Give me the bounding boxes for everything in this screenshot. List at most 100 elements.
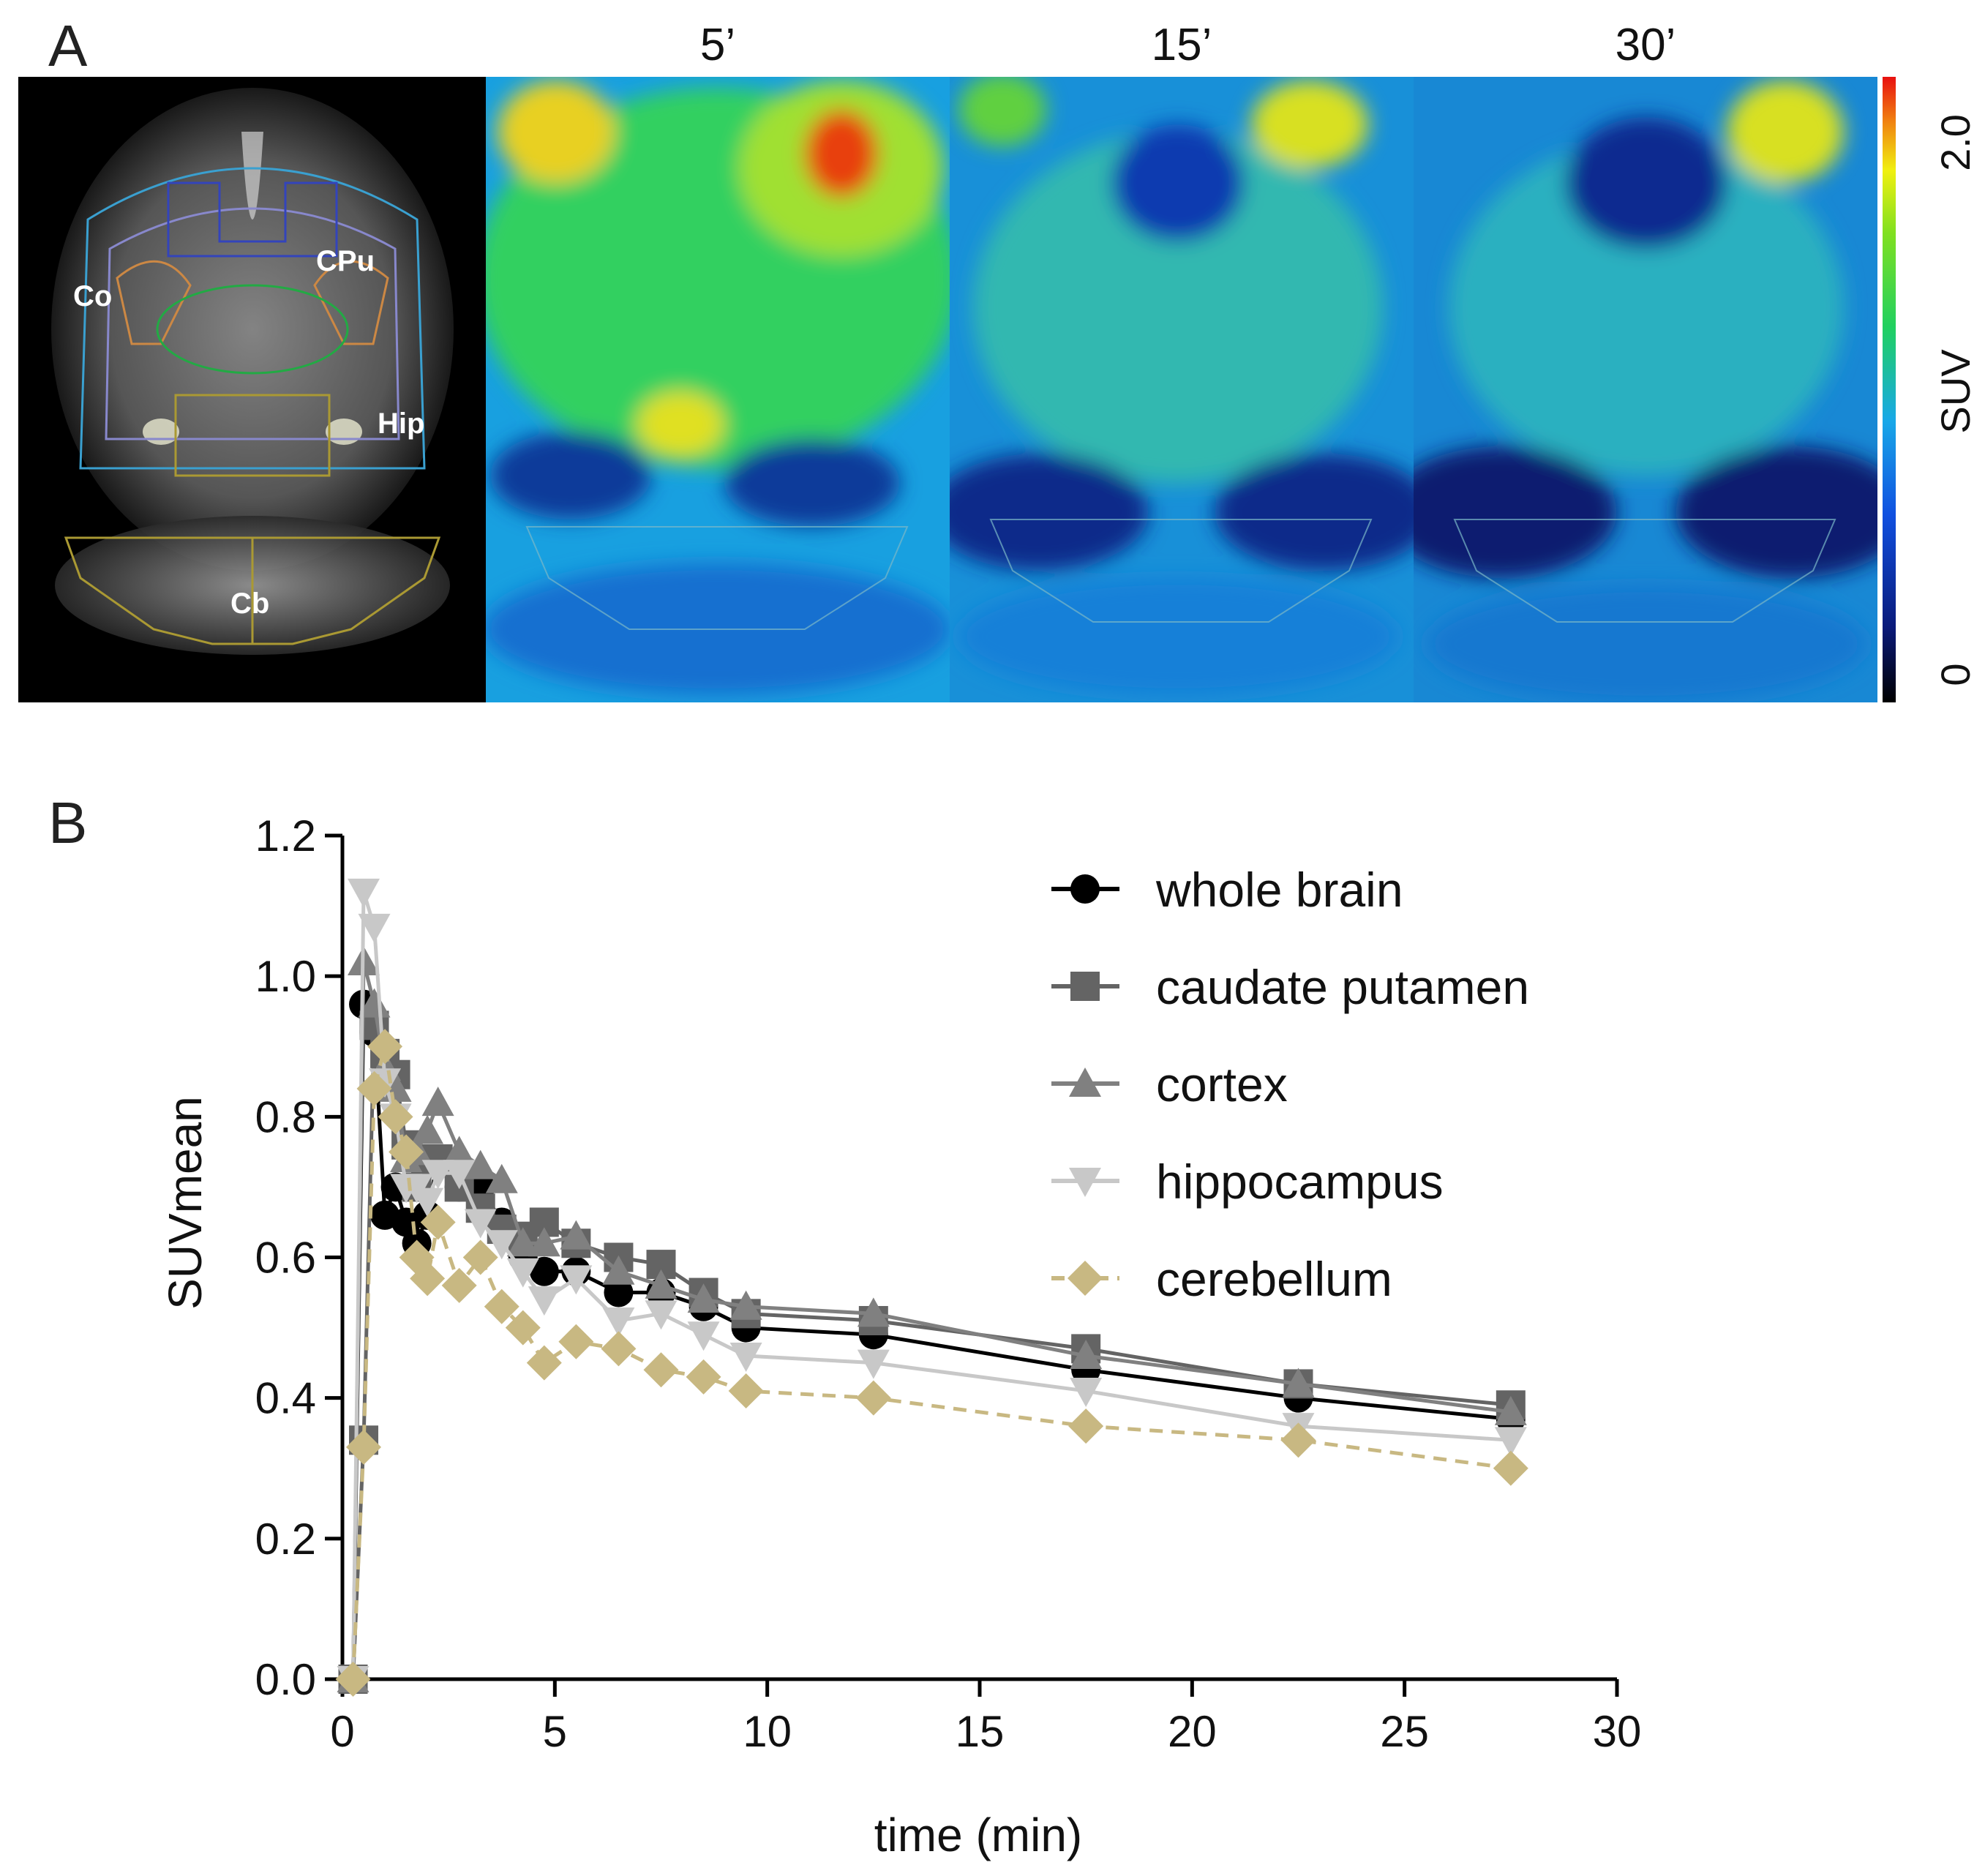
series-line-whole-brain <box>351 1003 1512 1680</box>
colorbar-max-label: 2.0 <box>1932 114 1978 171</box>
data-point-cerebellum <box>420 1204 456 1240</box>
data-point-hippocampus <box>528 1286 560 1316</box>
data-point-cortex <box>729 1290 762 1320</box>
legend-item-whole-brain: whole brain <box>1051 863 1403 917</box>
x-tick-label: 20 <box>1168 1707 1217 1756</box>
data-point-hippocampus <box>645 1300 678 1330</box>
data-point-cerebellum <box>367 1029 403 1065</box>
label-cpu: CPu <box>316 245 375 277</box>
chart-series <box>335 878 1528 1697</box>
pet-frame-30min <box>1414 77 1877 702</box>
series-line-caudate-putamen <box>351 1024 1512 1680</box>
x-tick-label: 15 <box>956 1707 1005 1756</box>
data-point-cerebellum <box>346 1429 382 1465</box>
data-point-hippocampus <box>358 913 391 943</box>
data-point-cortex <box>358 988 391 1018</box>
y-tick-label: 0.4 <box>255 1374 316 1423</box>
data-point-cerebellum <box>728 1373 764 1409</box>
data-point-cerebellum <box>505 1310 541 1346</box>
label-cb: Cb <box>230 588 269 620</box>
data-point-cerebellum <box>1068 1408 1104 1444</box>
data-point-cerebellum <box>558 1324 594 1359</box>
data-point-hippocampus <box>411 1187 444 1217</box>
data-point-hippocampus <box>687 1321 720 1351</box>
data-point-cerebellum <box>389 1134 424 1170</box>
x-axis-label: time (min) <box>874 1809 1082 1861</box>
data-point-cortex <box>528 1227 560 1257</box>
data-point-cerebellum <box>643 1352 679 1388</box>
label-co: Co <box>73 280 112 312</box>
data-point-hippocampus <box>857 1349 890 1379</box>
data-point-hippocampus <box>464 1209 497 1239</box>
data-point-hippocampus <box>443 1160 476 1190</box>
y-tick-label: 1.0 <box>255 952 316 1001</box>
data-point-cerebellum <box>686 1359 721 1395</box>
legend-item-hippocampus: hippocampus <box>1051 1155 1444 1209</box>
data-point-cortex <box>421 1087 454 1117</box>
time-label-30min: 30’ <box>1616 20 1676 70</box>
series-cerebellum <box>335 1029 1528 1697</box>
legend-label: whole brain <box>1155 863 1403 917</box>
data-point-hippocampus <box>602 1307 635 1337</box>
series-caudate-putamen <box>338 1010 1526 1694</box>
data-point-whole-brain <box>604 1277 634 1307</box>
data-point-cortex <box>560 1220 593 1250</box>
data-point-cerebellum <box>601 1331 637 1367</box>
x-tick-label: 30 <box>1593 1707 1642 1756</box>
legend-marker <box>1070 972 1100 1001</box>
data-point-whole-brain <box>529 1256 559 1286</box>
colorbar-min-label: 0 <box>1932 663 1978 686</box>
legend-label: cerebellum <box>1156 1252 1392 1306</box>
data-point-cortex <box>857 1297 890 1327</box>
data-point-hippocampus <box>348 878 380 908</box>
data-point-cortex <box>1494 1395 1527 1425</box>
data-point-cortex <box>1070 1340 1103 1370</box>
data-point-cortex <box>411 1114 444 1144</box>
data-point-cerebellum <box>1493 1450 1528 1486</box>
x-tick-label: 5 <box>543 1707 567 1756</box>
data-point-cortex <box>602 1255 635 1285</box>
pet-region-outlines <box>525 519 1836 630</box>
x-tick-label: 25 <box>1380 1707 1429 1756</box>
data-point-hippocampus <box>1070 1378 1103 1408</box>
legend-marker <box>1067 1261 1103 1296</box>
data-point-cerebellum <box>484 1288 519 1324</box>
y-tick-label: 0.8 <box>255 1092 316 1141</box>
data-point-hippocampus <box>729 1343 762 1373</box>
x-tick-label: 10 <box>743 1707 792 1756</box>
chart-axes: 0 5 10 15 20 25 30 0.0 0.2 0.4 0.6 0.8 1.0 1.2 <box>255 811 1642 1756</box>
legend-marker <box>1070 874 1100 904</box>
series-whole-brain <box>338 989 1526 1694</box>
legend-label: caudate putamen <box>1156 960 1529 1014</box>
y-tick-label: 0.2 <box>255 1515 316 1564</box>
panel-b-label: B <box>48 790 87 855</box>
x-tick-label: 0 <box>330 1707 354 1756</box>
suv-colorbar <box>1883 77 1896 702</box>
data-point-hippocampus <box>421 1160 454 1190</box>
time-label-15min: 15’ <box>1152 20 1212 70</box>
data-point-cerebellum <box>378 1099 413 1135</box>
y-tick-label: 0.6 <box>255 1234 316 1283</box>
data-point-hippocampus <box>560 1265 593 1295</box>
data-point-cerebellum <box>441 1267 477 1303</box>
y-tick-label: 0.0 <box>255 1655 316 1704</box>
y-tick-label: 1.2 <box>255 811 316 860</box>
data-point-hippocampus <box>1494 1427 1527 1457</box>
data-point-cortex <box>687 1283 720 1313</box>
data-point-cerebellum <box>462 1239 498 1275</box>
anatomy-template-panel <box>18 77 486 702</box>
legend-marker <box>1069 1068 1101 1097</box>
data-point-cerebellum <box>410 1261 446 1297</box>
legend-item-cerebellum: cerebellum <box>1051 1252 1392 1306</box>
y-axis-label: SUVmean <box>159 1096 211 1310</box>
data-point-cerebellum <box>356 1070 392 1106</box>
time-label-5min: 5’ <box>700 20 735 70</box>
data-point-cerebellum <box>1280 1422 1316 1458</box>
legend-label: hippocampus <box>1156 1155 1444 1209</box>
pet-frame-5min <box>486 77 950 702</box>
label-hip: Hip <box>378 408 424 440</box>
data-point-cortex <box>443 1136 476 1166</box>
data-point-cerebellum <box>526 1345 562 1381</box>
data-point-hippocampus <box>506 1258 539 1288</box>
